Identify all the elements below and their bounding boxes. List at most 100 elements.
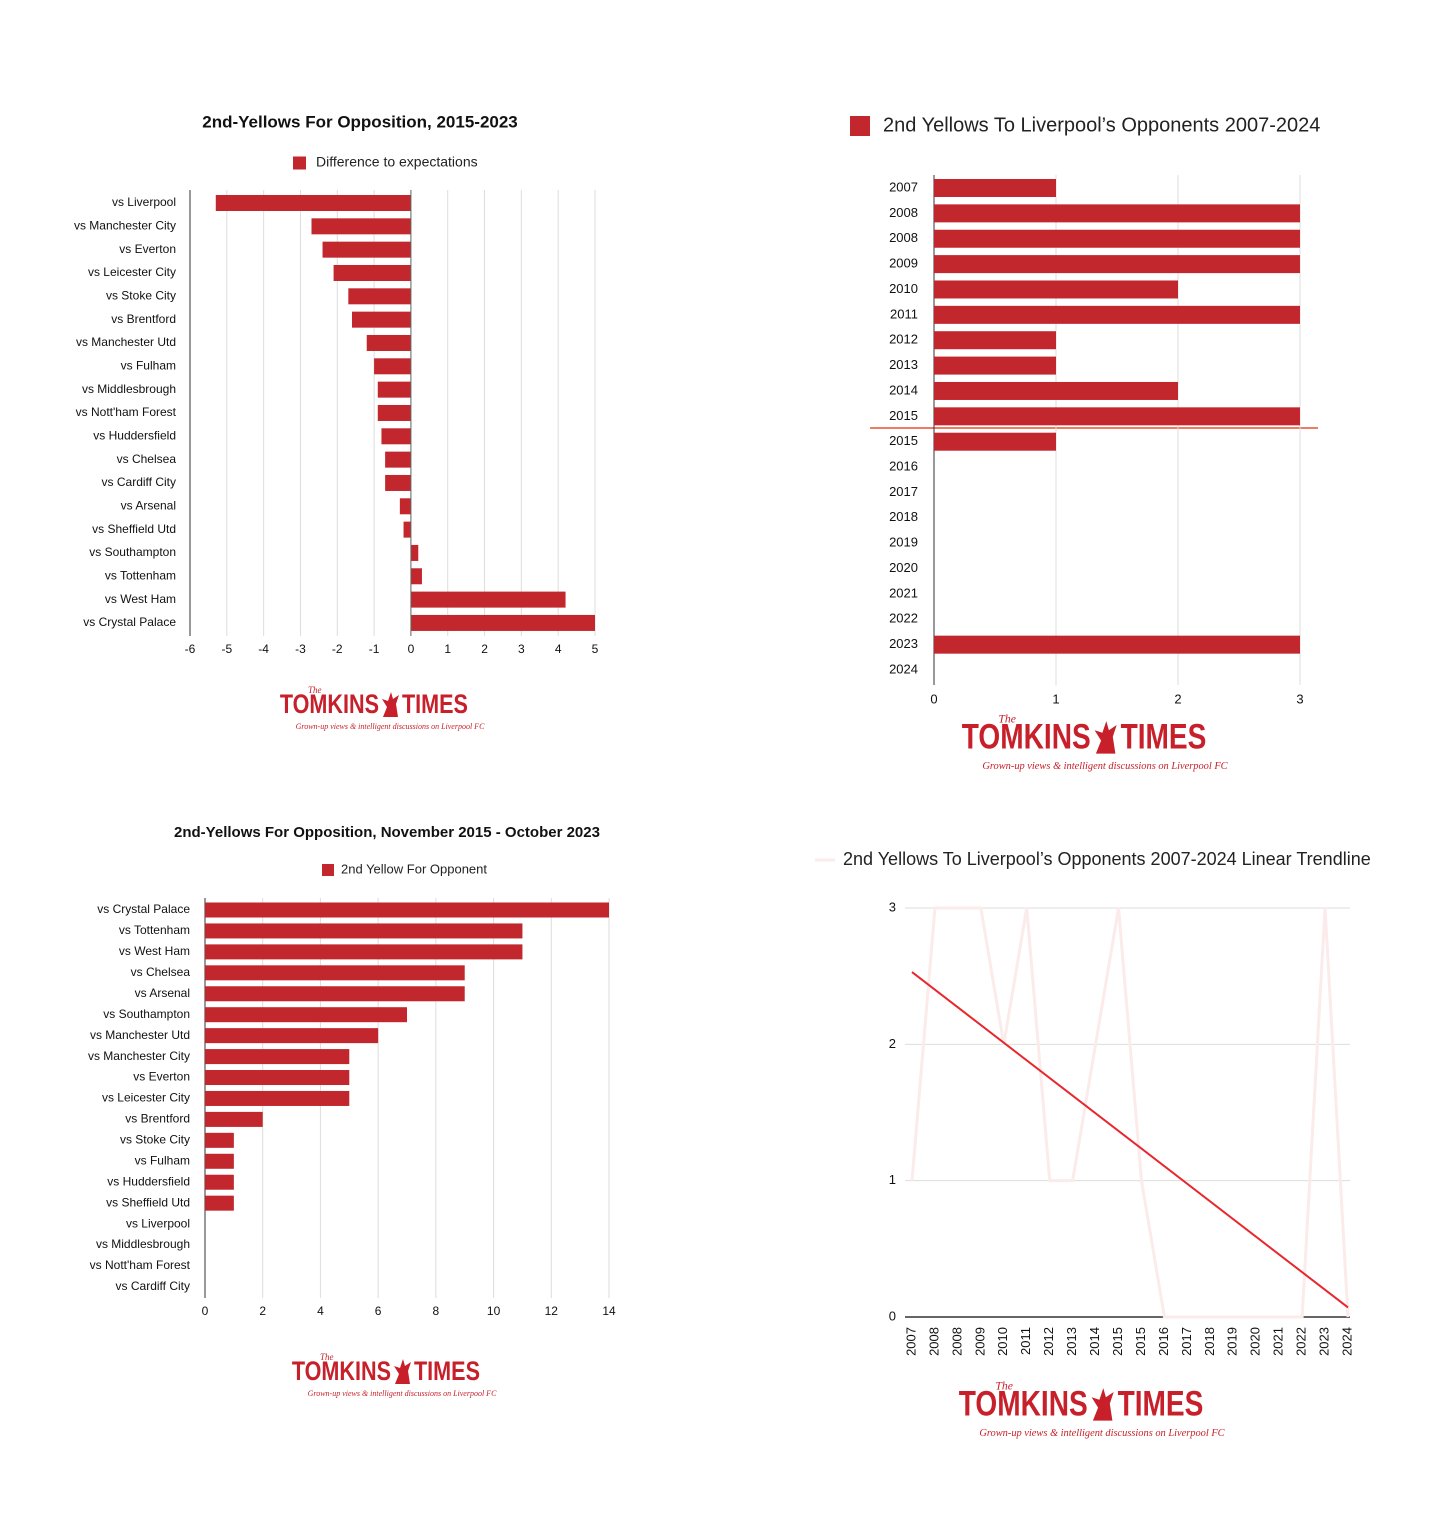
x-tick-label: 2 <box>1174 691 1181 706</box>
y-tick-label: 2016 <box>889 459 918 474</box>
chart-title: 2nd-Yellows For Opposition, 2015-2023 <box>202 112 518 131</box>
bar <box>934 280 1178 299</box>
legend-label: Difference to expectations <box>316 154 478 170</box>
y-tick-label: 2017 <box>889 484 918 499</box>
y-tick-label: 3 <box>889 899 896 914</box>
x-tick-label: 2010 <box>995 1327 1010 1356</box>
data-line <box>910 906 1350 1319</box>
logo-prefix: The <box>320 1352 334 1362</box>
x-tick-label: 2014 <box>1087 1327 1102 1356</box>
legend-swatch <box>850 116 870 136</box>
x-tick-label: 2015 <box>1110 1327 1125 1356</box>
bar <box>205 944 523 960</box>
bar <box>934 635 1300 654</box>
y-tick-label: 2009 <box>889 256 918 271</box>
bar <box>205 1007 407 1023</box>
y-tick-label: vs Arsenal <box>121 498 176 512</box>
trendline <box>911 971 1349 1309</box>
bar <box>934 229 1300 248</box>
x-tick-label: 5 <box>592 642 599 656</box>
legend-swatch <box>293 156 306 170</box>
y-tick-label: vs Stoke City <box>120 1133 190 1147</box>
y-tick-label: vs Middlesbrough <box>82 382 176 396</box>
bar <box>410 544 419 561</box>
y-tick-label: vs Liverpool <box>112 195 176 209</box>
y-tick-label: 2010 <box>889 281 918 296</box>
y-tick-label: 2018 <box>889 509 918 524</box>
bar <box>366 334 411 351</box>
bar <box>934 331 1056 350</box>
bar <box>934 305 1300 324</box>
y-tick-label: vs Tottenham <box>105 568 176 582</box>
bar <box>385 451 411 468</box>
bar <box>205 1049 350 1065</box>
x-tick-label: 4 <box>555 642 562 656</box>
logo-prefix: The <box>308 685 322 695</box>
bar <box>322 241 411 258</box>
x-tick-label: 2021 <box>1271 1327 1286 1356</box>
logo-name: TOMKINS <box>280 690 379 720</box>
y-tick-label: 2015 <box>889 408 918 423</box>
legend-label: 2nd Yellows To Liverpool’s Opponents 200… <box>843 849 1371 869</box>
y-tick-label: vs Brentford <box>125 1112 190 1126</box>
x-tick-label: 0 <box>202 1304 209 1318</box>
x-tick-label: 2013 <box>1064 1327 1079 1356</box>
logo-bird <box>382 692 399 717</box>
logo-name: TIMES <box>402 690 468 720</box>
x-tick-label: 2022 <box>1294 1327 1309 1356</box>
y-tick-label: 2013 <box>889 357 918 372</box>
y-tick-label: 2 <box>889 1036 896 1051</box>
x-tick-label: 2016 <box>1156 1327 1171 1356</box>
bar <box>205 1195 234 1211</box>
bar <box>352 311 411 328</box>
bar <box>205 1111 263 1127</box>
y-tick-label: vs Brentford <box>111 312 176 326</box>
y-tick-label: 1 <box>889 1172 896 1187</box>
y-tick-label: 2019 <box>889 535 918 550</box>
x-tick-label: 1 <box>1052 691 1059 706</box>
bar <box>410 591 566 608</box>
x-tick-label: 2012 <box>1041 1327 1056 1356</box>
logo-name: TOMKINS <box>292 1357 391 1387</box>
y-tick-label: vs Liverpool <box>126 1216 190 1230</box>
bar <box>333 264 411 281</box>
bar <box>934 407 1300 426</box>
bar <box>205 1090 350 1106</box>
x-tick-label: 0 <box>408 642 415 656</box>
bar <box>377 404 411 421</box>
x-tick-label: -5 <box>221 642 232 656</box>
y-tick-label: vs Everton <box>119 242 176 256</box>
x-tick-label: 2023 <box>1316 1327 1331 1356</box>
y-tick-label: vs Southampton <box>103 1007 190 1021</box>
y-tick-label: 0 <box>889 1308 896 1323</box>
y-tick-label: vs Crystal Palace <box>97 902 190 916</box>
logo-tagline: Grown-up views & intelligent discussions… <box>979 1428 1225 1439</box>
bar <box>205 902 609 918</box>
bar <box>934 255 1300 274</box>
y-tick-label: 2008 <box>889 230 918 245</box>
y-tick-label: vs Leicester City <box>88 265 176 279</box>
y-tick-label: 2012 <box>889 332 918 347</box>
y-tick-label: 2021 <box>889 585 918 600</box>
y-tick-label: vs Crystal Palace <box>83 615 176 629</box>
legend-label: 2nd Yellows To Liverpool’s Opponents 200… <box>883 114 1320 136</box>
logo-bird <box>394 1359 411 1384</box>
logo-tagline: Grown-up views & intelligent discussions… <box>296 722 485 731</box>
chart-title: 2nd-Yellows For Opposition, November 201… <box>174 824 600 841</box>
logo-prefix: The <box>998 712 1016 725</box>
y-tick-label: vs Nott'ham Forest <box>90 1258 191 1272</box>
x-tick-label: 2018 <box>1202 1327 1217 1356</box>
y-tick-label: 2022 <box>889 611 918 626</box>
logo-name: TIMES <box>414 1357 480 1387</box>
bar <box>385 474 411 491</box>
y-tick-label: 2024 <box>889 661 918 676</box>
y-tick-label: vs Huddersfield <box>107 1174 190 1188</box>
y-tick-label: 2020 <box>889 560 918 575</box>
x-tick-label: 10 <box>487 1304 501 1318</box>
logo-name: TOMKINS <box>959 1384 1088 1424</box>
y-tick-label: 2023 <box>889 636 918 651</box>
y-tick-label: 2011 <box>890 306 918 321</box>
logo-tagline: Grown-up views & intelligent discussions… <box>308 1389 497 1398</box>
x-tick-label: 2008 <box>949 1327 964 1356</box>
